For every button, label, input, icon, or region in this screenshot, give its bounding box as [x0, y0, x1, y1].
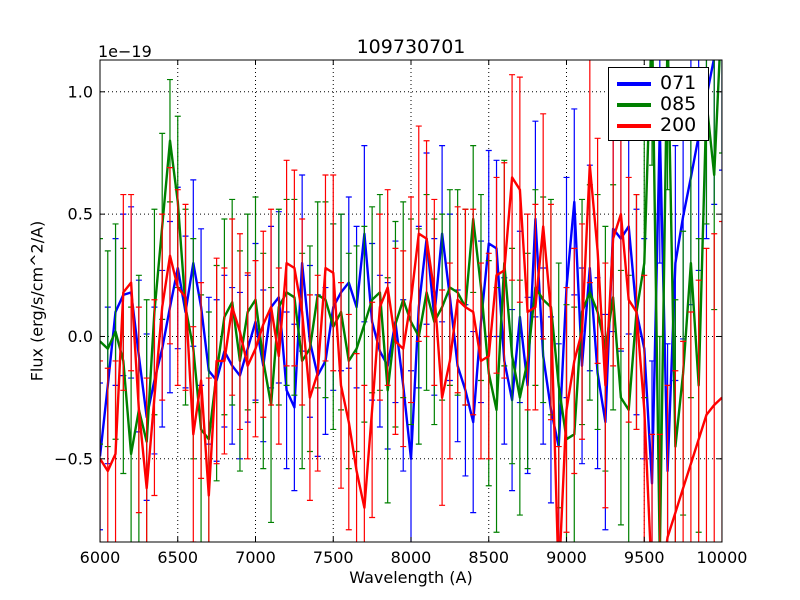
x-tick-label: 9000 — [546, 548, 587, 567]
series-line-071 — [100, 60, 715, 485]
y-tick-label: 1.0 — [68, 82, 93, 101]
legend: 071 085 200 — [608, 67, 709, 141]
legend-line-red — [617, 123, 651, 128]
legend-line-blue — [617, 81, 651, 86]
x-tick-label: 8500 — [468, 548, 509, 567]
chart-title: 109730701 — [356, 36, 466, 58]
x-axis-label: Wavelength (A) — [349, 568, 473, 587]
legend-label: 085 — [660, 93, 697, 115]
legend-label: 071 — [660, 72, 697, 94]
y-tick-label: 0.0 — [68, 327, 93, 346]
legend-item-200: 200 — [609, 115, 708, 136]
legend-line-green — [617, 102, 651, 107]
x-tick-label: 6000 — [80, 548, 121, 567]
x-tick-label: 6500 — [157, 548, 198, 567]
y-tick-label: 0.5 — [68, 205, 93, 224]
legend-item-085: 085 — [609, 94, 708, 115]
legend-label: 200 — [660, 114, 697, 136]
series-line-200 — [100, 163, 722, 542]
y-axis-label: Flux (erg/s/cm^2/A) — [27, 220, 47, 382]
x-tick-label: 8000 — [391, 548, 432, 567]
series-layer — [100, 60, 722, 542]
x-tick-label: 9500 — [624, 548, 665, 567]
legend-item-071: 071 — [609, 73, 708, 94]
y-axis-offset-label: 1e−19 — [98, 42, 152, 61]
x-tick-label: 10000 — [697, 548, 748, 567]
x-tick-label: 7500 — [313, 548, 354, 567]
y-tick-label: −0.5 — [54, 449, 93, 468]
x-tick-label: 7000 — [235, 548, 276, 567]
